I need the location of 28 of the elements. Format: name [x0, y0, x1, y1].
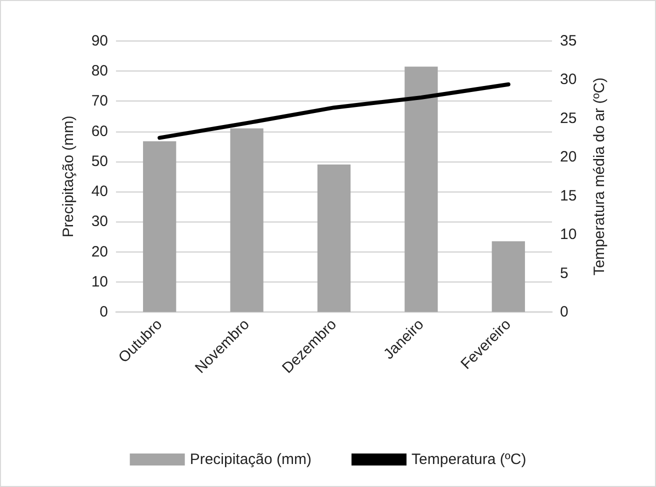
y2-tick-label: 30 — [560, 71, 577, 88]
bar — [404, 66, 438, 312]
y-tick-label: 40 — [91, 183, 108, 200]
y-tick-label: 0 — [100, 304, 108, 320]
y2-tick-label: 25 — [560, 110, 577, 127]
y-tick-label: 30 — [91, 213, 108, 230]
y-tick-label: 60 — [91, 122, 108, 140]
legend-label: Precipitação (mm) — [190, 451, 312, 468]
y2-tick-label: 10 — [560, 226, 577, 244]
y2-tick-label: 0 — [560, 304, 568, 320]
y-tick-label: 80 — [91, 62, 108, 80]
y-tick-label: 70 — [91, 92, 108, 110]
bar — [492, 241, 525, 312]
y-tick-label: 50 — [91, 152, 108, 170]
y2-tick-label: 15 — [560, 187, 577, 204]
legend-label: Temperatura (ºC) — [412, 451, 526, 468]
bar — [143, 141, 176, 312]
bar — [230, 128, 264, 312]
y-axis-title: Precipitação (mm) — [60, 116, 77, 238]
bar — [317, 164, 351, 312]
y-tick-label: 10 — [91, 273, 108, 290]
y-tick-label: 20 — [91, 243, 108, 260]
y2-tick-label: 35 — [560, 32, 577, 50]
y2-tick-label: 5 — [560, 264, 568, 282]
y2-tick-label: 20 — [560, 148, 577, 166]
line-series — [158, 82, 510, 140]
y-tick-label: 90 — [91, 32, 108, 50]
y2-axis-title: Temperatura média do ar (ºC) — [591, 77, 608, 276]
